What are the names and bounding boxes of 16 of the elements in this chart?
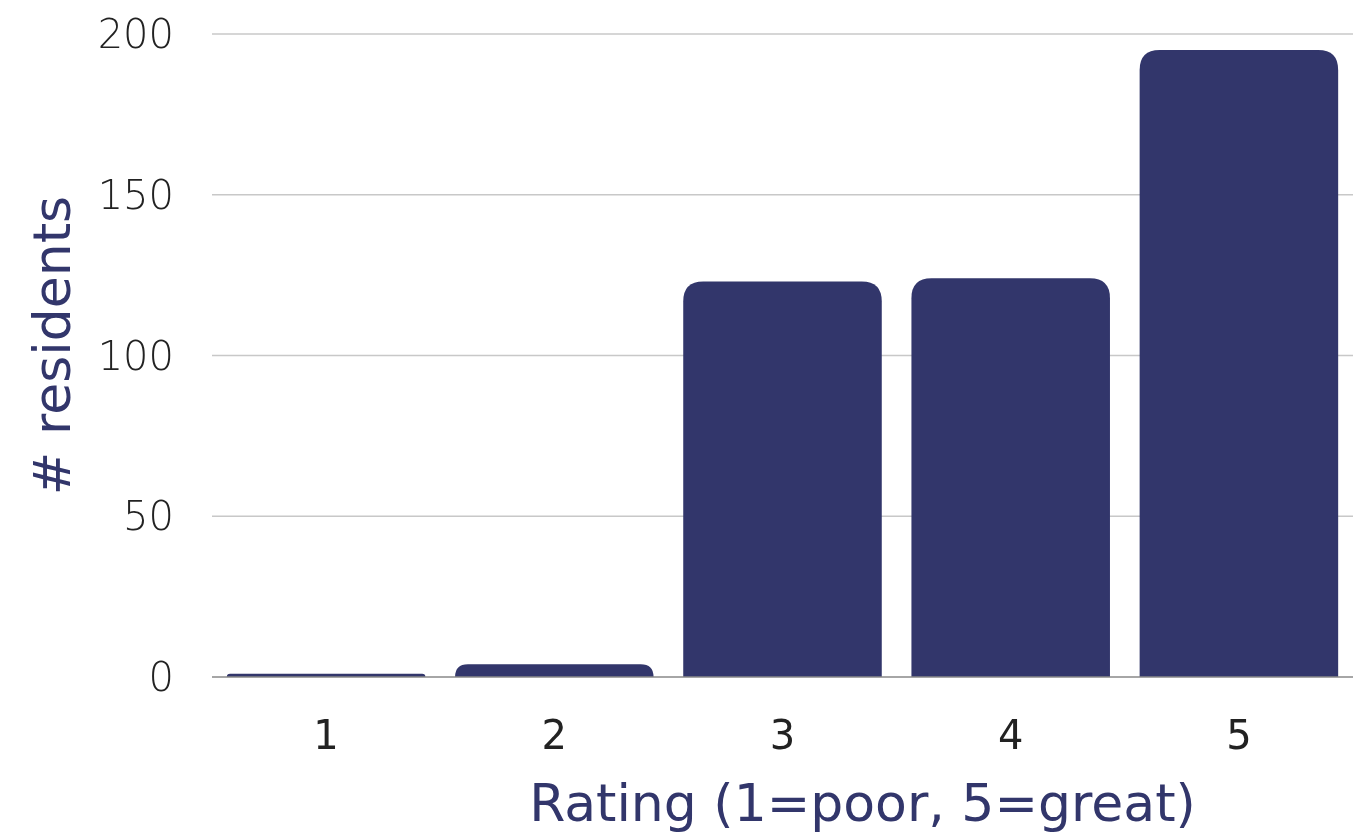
bar bbox=[1139, 50, 1339, 677]
y-tick-label: 100 bbox=[97, 332, 174, 379]
y-axis-title: # residents bbox=[22, 195, 82, 496]
bar bbox=[683, 281, 882, 677]
x-tick-label: 1 bbox=[313, 712, 339, 758]
y-tick-label: 0 bbox=[148, 654, 174, 700]
bar bbox=[911, 278, 1110, 677]
y-tick-label: 200 bbox=[97, 11, 174, 57]
bar bbox=[455, 664, 654, 677]
x-tick-label: 5 bbox=[1226, 712, 1252, 758]
x-tick-label: 4 bbox=[997, 712, 1024, 758]
x-tick-label: 3 bbox=[769, 712, 796, 758]
x-tick-label: 2 bbox=[541, 712, 568, 758]
y-tick-label: 150 bbox=[97, 171, 174, 218]
x-axis-title: Rating (1=poor, 5=great) bbox=[529, 773, 1196, 833]
y-tick-label: 50 bbox=[123, 493, 174, 540]
